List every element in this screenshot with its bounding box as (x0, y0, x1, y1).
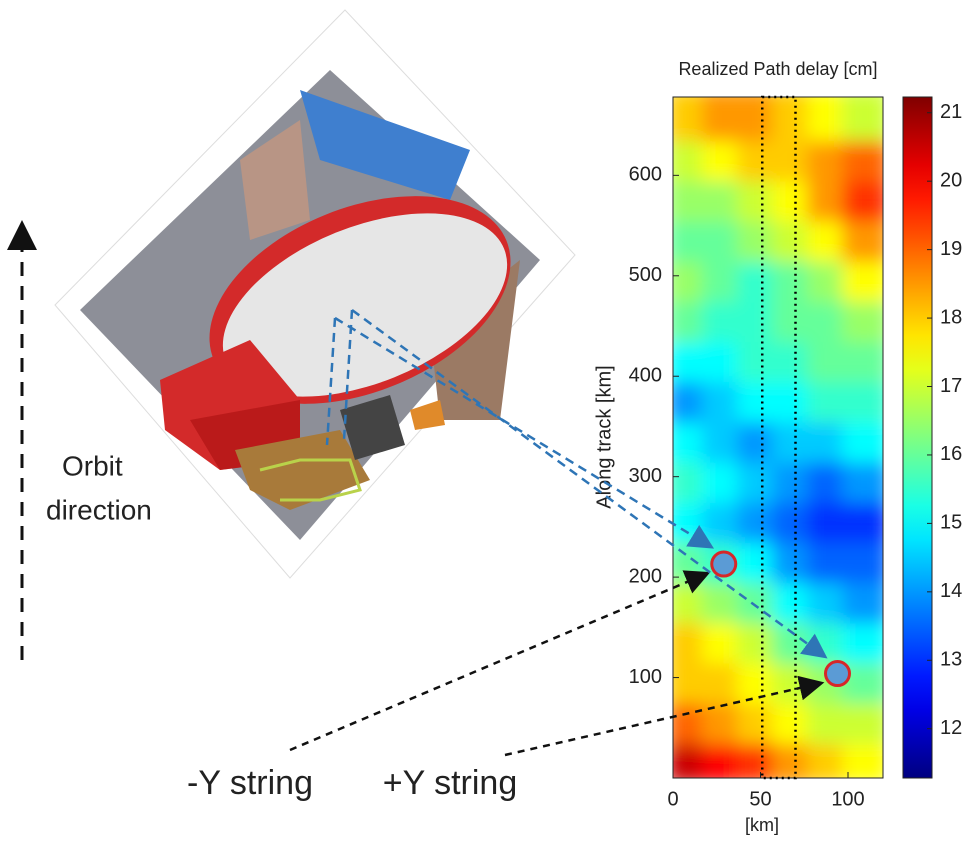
orbit-label: Orbit (62, 450, 123, 481)
x-tick-label: 100 (831, 788, 864, 810)
string-marker (826, 662, 850, 686)
colorbar (903, 97, 932, 778)
x-tick-label: 50 (749, 788, 771, 810)
colorbar-tick-label: 21 (940, 101, 962, 123)
colorbar-tick-label: 17 (940, 375, 962, 397)
colorbar-tick-label: 13 (940, 649, 962, 671)
y-tick-label: 600 (629, 164, 662, 186)
y-tick-label: 500 (629, 264, 662, 286)
heatmap-cells (667, 89, 889, 784)
colorbar-tick-label: 14 (940, 580, 962, 602)
y-tick-label: 200 (629, 565, 662, 587)
string-label: +Y string (383, 764, 518, 802)
colorbar-tick-label: 19 (940, 238, 962, 260)
figure: Orbit direction Realized Path delay [cm]… (0, 0, 966, 844)
x-tick-label: 0 (667, 788, 678, 810)
orbit-label: direction (46, 494, 152, 525)
y-tick-label: 400 (629, 365, 662, 387)
y-tick-label: 300 (629, 465, 662, 487)
colorbar-tick-label: 12 (940, 717, 962, 739)
satellite-illustration (55, 10, 575, 578)
string-label: -Y string (187, 764, 313, 802)
x-axis-label: [km] (745, 815, 779, 835)
colorbar-tick-label: 16 (940, 443, 962, 465)
colorbar-tick-label: 20 (940, 169, 962, 191)
pointer-arrow (290, 574, 706, 750)
chart-title: Realized Path delay [cm] (678, 59, 877, 79)
y-tick-label: 100 (629, 666, 662, 688)
colorbar-tick-label: 15 (940, 512, 962, 534)
colorbar-tick-label: 18 (940, 306, 962, 328)
page: {"chart_data": {"type": "heatmap", "titl… (0, 0, 966, 844)
y-axis-label: Along track [km] (593, 365, 615, 508)
heatmap (667, 89, 889, 784)
string-marker (712, 552, 736, 576)
